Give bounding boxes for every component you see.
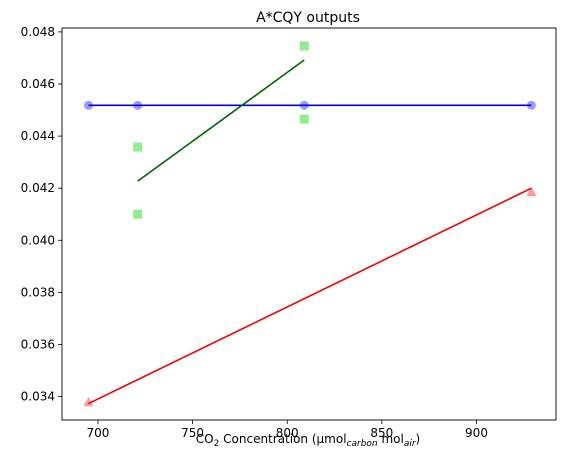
y-tick-label: 0.044	[21, 129, 55, 143]
data-point	[133, 210, 142, 219]
y-tick-label: 0.038	[21, 285, 55, 299]
data-point	[133, 143, 142, 152]
data-point	[300, 41, 309, 50]
y-tick-label: 0.046	[21, 77, 55, 91]
y-tick-label: 0.036	[21, 337, 55, 351]
y-tick-label: 0.042	[21, 181, 55, 195]
y-tick-label: 0.048	[21, 25, 55, 39]
x-tick-label: 700	[87, 426, 110, 440]
x-tick-label: 900	[465, 426, 488, 440]
y-tick-label: 0.040	[21, 233, 55, 247]
chart-title: A*CQY outputs	[256, 10, 360, 26]
data-point	[300, 115, 309, 124]
y-tick-label: 0.034	[21, 390, 55, 404]
